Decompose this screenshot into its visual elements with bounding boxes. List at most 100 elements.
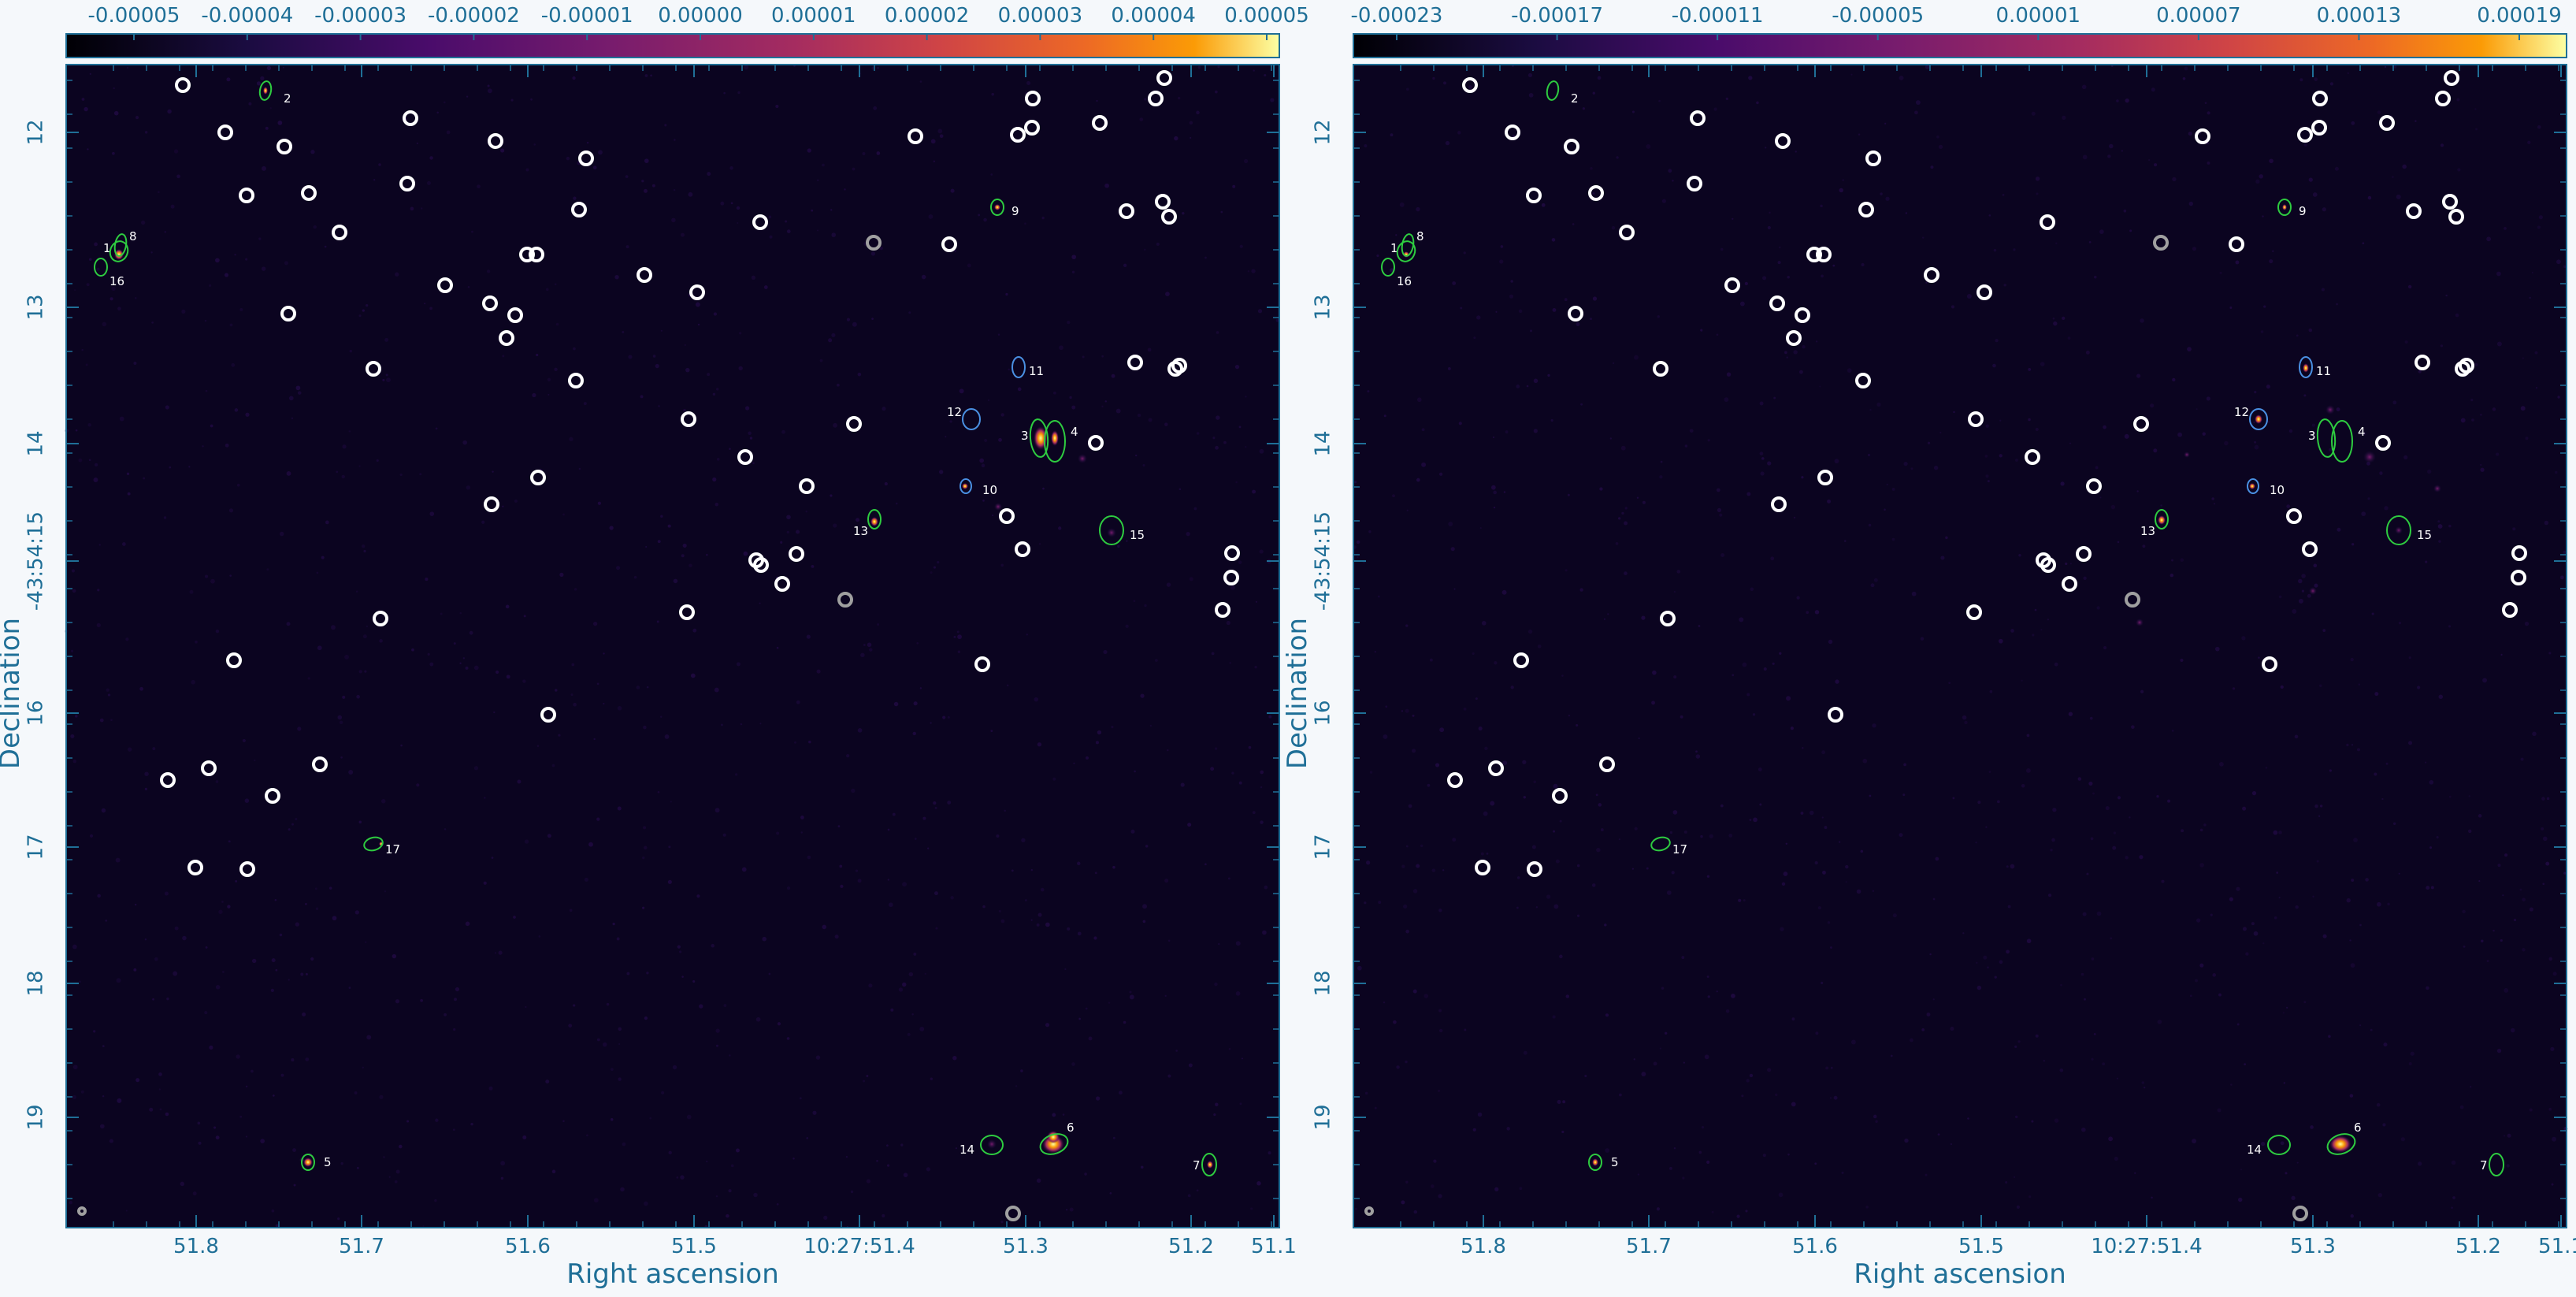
- noise-speck: [573, 702, 577, 707]
- noise-speck: [1672, 810, 1678, 815]
- noise-speck: [811, 564, 815, 568]
- noise-speck: [1041, 216, 1045, 220]
- noise-speck: [692, 628, 697, 633]
- noise-speck: [348, 987, 351, 989]
- noise-speck: [1378, 595, 1380, 598]
- noise-speck: [786, 515, 791, 520]
- noise-speck: [1779, 246, 1781, 249]
- noise-speck: [680, 232, 685, 237]
- noise-speck: [870, 251, 876, 256]
- noise-speck: [2150, 403, 2155, 408]
- noise-speck: [269, 107, 272, 110]
- source-label: 7: [2480, 1158, 2488, 1173]
- noise-speck: [1071, 405, 1076, 410]
- noise-speck: [279, 933, 283, 937]
- noise-speck: [1988, 771, 1991, 773]
- noise-speck: [930, 722, 932, 724]
- noise-speck: [1695, 750, 1698, 753]
- noise-speck: [1052, 1113, 1056, 1117]
- noise-speck: [876, 1159, 878, 1162]
- noise-speck: [1140, 693, 1145, 698]
- noise-speck: [102, 321, 107, 327]
- noise-speck: [1673, 590, 1676, 593]
- noise-speck: [1223, 440, 1227, 444]
- noise-speck: [2329, 82, 2334, 86]
- noise-speck: [660, 329, 663, 332]
- noise-speck: [930, 139, 936, 144]
- noise-speck: [1531, 845, 1536, 849]
- source-label: 6: [2354, 1120, 2362, 1135]
- noise-speck: [2031, 1120, 2034, 1123]
- noise-speck: [2418, 1161, 2422, 1166]
- source-label: 13: [2140, 524, 2155, 538]
- catalog-marker-gray: [2292, 1206, 2308, 1221]
- noise-speck: [730, 1164, 734, 1168]
- noise-speck: [2457, 168, 2461, 172]
- noise-speck: [2393, 65, 2397, 69]
- noise-speck: [1037, 742, 1042, 747]
- noise-speck: [1101, 355, 1104, 358]
- catalog-marker: [277, 139, 292, 154]
- noise-speck: [144, 787, 147, 790]
- noise-speck: [1439, 727, 1445, 733]
- noise-speck: [2298, 598, 2303, 604]
- noise-speck: [2542, 883, 2545, 886]
- catalog-marker: [2229, 236, 2244, 252]
- noise-speck: [1832, 264, 1835, 267]
- noise-speck: [695, 302, 700, 307]
- noise-speck: [1609, 437, 1613, 440]
- noise-speck: [2303, 1001, 2307, 1004]
- noise-speck: [2522, 357, 2524, 359]
- noise-speck: [291, 1058, 295, 1062]
- noise-speck: [1179, 488, 1182, 491]
- noise-speck: [455, 987, 460, 992]
- noise-speck: [205, 389, 208, 392]
- noise-speck: [1264, 885, 1268, 890]
- noise-speck: [2093, 1032, 2096, 1035]
- noise-speck: [292, 1148, 296, 1152]
- noise-speck: [806, 634, 811, 639]
- noise-speck: [2202, 432, 2206, 436]
- catalog-marker: [1127, 355, 1143, 370]
- catalog-marker: [2297, 127, 2313, 143]
- noise-speck: [363, 549, 366, 553]
- noise-speck: [729, 1054, 731, 1057]
- noise-speck: [2370, 1028, 2373, 1031]
- catalog-marker: [403, 110, 418, 126]
- noise-speck: [1167, 749, 1169, 752]
- noise-speck: [1546, 894, 1551, 899]
- catalog-marker: [488, 133, 503, 149]
- catalog-marker: [1155, 194, 1171, 210]
- noise-speck: [2529, 296, 2531, 299]
- noise-speck: [1964, 720, 1968, 725]
- noise-speck: [2349, 939, 2351, 942]
- noise-speck: [692, 979, 696, 983]
- noise-speck: [660, 515, 663, 518]
- noise-speck: [1561, 675, 1564, 677]
- noise-speck: [2314, 77, 2318, 81]
- noise-speck: [2513, 918, 2517, 922]
- noise-speck: [614, 275, 619, 280]
- noise-speck: [1412, 889, 1418, 894]
- noise-speck: [69, 1200, 73, 1205]
- noise-speck: [1830, 1066, 1833, 1069]
- noise-speck: [2496, 341, 2502, 347]
- noise-speck: [559, 572, 564, 578]
- noise-speck: [558, 734, 561, 737]
- catalog-marker-gray: [1364, 1206, 1374, 1216]
- x-tick-label: 51.8: [1461, 1235, 1506, 1258]
- noise-speck: [1473, 336, 1476, 340]
- noise-speck: [1252, 811, 1256, 815]
- noise-speck: [2053, 321, 2058, 326]
- noise-speck: [794, 741, 796, 744]
- source-label: 1: [103, 241, 111, 255]
- emission-source: [2309, 587, 2317, 595]
- noise-speck: [562, 1120, 565, 1123]
- noise-speck: [2269, 258, 2273, 264]
- noise-speck: [1416, 397, 1422, 403]
- noise-speck: [210, 424, 213, 428]
- noise-speck: [1787, 276, 1790, 279]
- noise-speck: [2408, 1061, 2412, 1066]
- source-region: [113, 233, 128, 257]
- noise-speck: [111, 286, 116, 292]
